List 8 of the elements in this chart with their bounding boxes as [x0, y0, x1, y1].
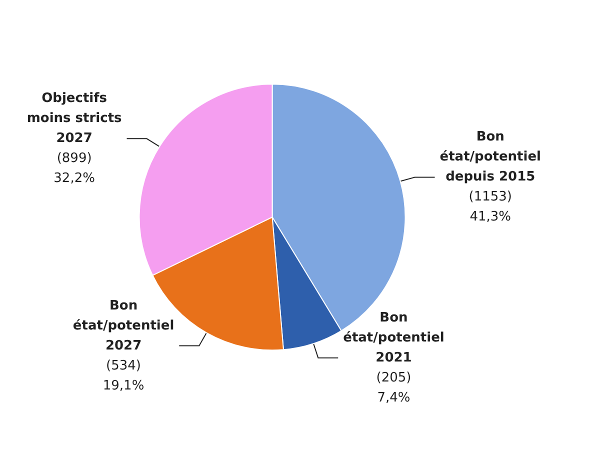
- data-label: (534) 19,1%: [102, 358, 144, 394]
- slice-label: Bon état/potentiel depuis 2015: [440, 130, 542, 185]
- data-label: (899) 32,2%: [54, 151, 95, 186]
- slice-label: Bon état/potentiel 2027: [72, 298, 174, 354]
- data-label: (1153) 41,3%: [468, 190, 512, 225]
- slice-label: Objectifs moins stricts 2027: [26, 91, 122, 146]
- slice-label: Bon état/potentiel 2021: [343, 310, 444, 366]
- data-label: (205) 7,4%: [376, 370, 412, 406]
